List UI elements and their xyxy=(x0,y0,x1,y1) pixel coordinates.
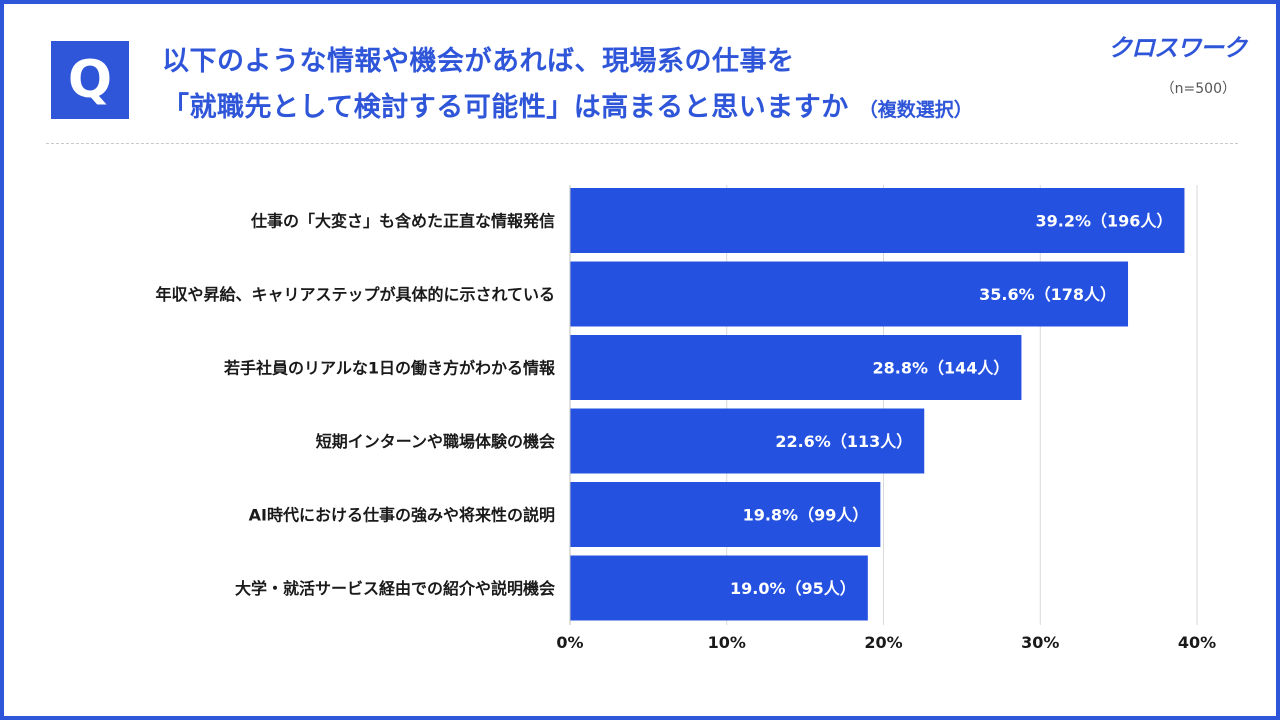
question-title-line2-wrap: 「就職先として検討する可能性」は高まると思いますか （複数選択） xyxy=(162,85,973,124)
question-title-line1: 以下のような情報や機会があれば、現場系の仕事を xyxy=(162,46,795,77)
data-label-3: 22.6%（113人） xyxy=(775,432,912,451)
bar-0 xyxy=(570,188,1185,253)
brand-logo: クロスワーク xyxy=(1108,34,1247,62)
data-label-2: 28.8%（144人） xyxy=(873,359,1010,378)
x-tick-label-30: 30% xyxy=(1021,633,1059,652)
bar-1 xyxy=(570,261,1129,327)
bar-5 xyxy=(570,555,868,621)
header-divider xyxy=(46,143,1238,144)
data-label-1: 35.6%（178人） xyxy=(979,285,1116,304)
question-title-line2: 「就職先として検討する可能性」は高まると思いますか xyxy=(162,92,849,123)
multi-select-note: （複数選択） xyxy=(858,99,973,121)
x-tick-label-0: 0% xyxy=(556,633,583,652)
category-label-5: 大学・就活サービス経由での紹介や説明機会 xyxy=(235,579,555,598)
sample-size-note: （n=500） xyxy=(1160,81,1236,97)
data-label-0: 39.2%（196人） xyxy=(1036,212,1173,231)
category-label-0: 仕事の「大変さ」も含めた正直な情報発信 xyxy=(250,212,555,231)
bar-4 xyxy=(570,482,881,547)
category-label-4: AI時代における仕事の強みや将来性の説明 xyxy=(249,506,555,525)
category-label-1: 年収や昇給、キャリアステップが具体的に示されている xyxy=(155,285,555,304)
x-tick-label-20: 20% xyxy=(864,633,902,652)
question-badge: Q xyxy=(51,41,129,119)
data-label-5: 19.0%（95人） xyxy=(730,579,856,598)
x-tick-label-10: 10% xyxy=(708,633,746,652)
bar-2 xyxy=(570,335,1022,400)
category-label-3: 短期インターンや職場体験の機会 xyxy=(316,432,555,451)
category-label-2: 若手社員のリアルな1日の働き方がわかる情報 xyxy=(223,359,556,378)
data-label-4: 19.8%（99人） xyxy=(743,506,869,525)
x-tick-label-40: 40% xyxy=(1178,633,1216,652)
bar-3 xyxy=(570,408,925,474)
